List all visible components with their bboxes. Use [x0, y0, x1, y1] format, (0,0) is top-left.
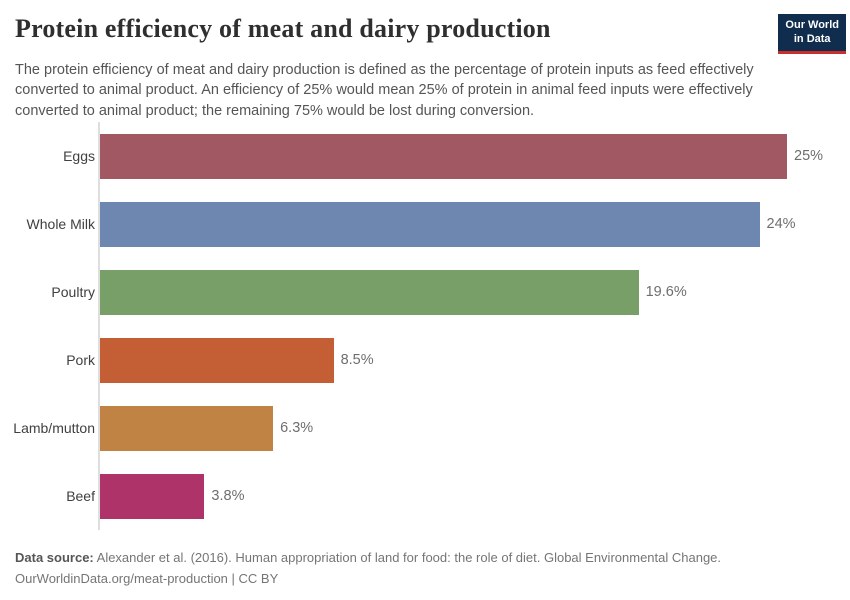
- value-label-whole-milk: 24%: [766, 216, 796, 232]
- page-title: Protein efficiency of meat and dairy pro…: [15, 14, 551, 43]
- bar-pork[interactable]: [100, 337, 334, 383]
- owid-logo-line1: Our World: [785, 19, 839, 31]
- bar-track: 25%: [100, 133, 850, 179]
- bar-whole-milk[interactable]: [100, 201, 760, 247]
- bar-track: 19.6%: [100, 269, 850, 315]
- bar-row-whole-milk: Whole Milk 24%: [0, 190, 850, 258]
- category-label-beef: Beef: [66, 488, 95, 504]
- data-source-line: Data source: Alexander et al. (2016). Hu…: [15, 548, 835, 568]
- bar-poultry[interactable]: [100, 269, 639, 315]
- chart-subtitle: The protein efficiency of meat and dairy…: [15, 62, 754, 119]
- category-label-poultry: Poultry: [51, 284, 95, 300]
- bar-chart: Eggs 25% Whole Milk 24% Poultry 19.6% Po…: [0, 122, 850, 530]
- value-label-beef: 3.8%: [211, 488, 245, 504]
- footer-url[interactable]: OurWorldinData.org/meat-production | CC …: [15, 571, 279, 586]
- bar-row-poultry: Poultry 19.6%: [0, 258, 850, 326]
- value-label-eggs: 25%: [794, 148, 824, 164]
- bar-lamb-mutton[interactable]: [100, 405, 274, 451]
- category-label-lamb-mutton: Lamb/mutton: [13, 420, 95, 436]
- bar-row-lamb-mutton: Lamb/mutton 6.3%: [0, 394, 850, 462]
- bar-row-eggs: Eggs 25%: [0, 122, 850, 190]
- footer-url-line: OurWorldinData.org/meat-production | CC …: [15, 569, 835, 589]
- category-label-eggs: Eggs: [63, 148, 95, 164]
- y-axis-line: [98, 122, 100, 530]
- bar-track: 8.5%: [100, 337, 850, 383]
- owid-logo-line2: in Data: [793, 32, 831, 45]
- value-label-lamb-mutton: 6.3%: [280, 420, 314, 436]
- bar-track: 6.3%: [100, 405, 850, 451]
- bar-track: 3.8%: [100, 473, 850, 519]
- chart-footer: Data source: Alexander et al. (2016). Hu…: [15, 548, 835, 589]
- value-label-poultry: 19.6%: [645, 284, 687, 300]
- data-source-label: Data source:: [15, 550, 94, 565]
- owid-logo[interactable]: Our World in Data: [778, 14, 846, 54]
- bar-eggs[interactable]: [100, 133, 787, 179]
- category-label-whole-milk: Whole Milk: [26, 216, 95, 232]
- bar-beef[interactable]: [100, 473, 205, 519]
- value-label-pork: 8.5%: [340, 352, 374, 368]
- bar-row-beef: Beef 3.8%: [0, 462, 850, 530]
- bar-track: 24%: [100, 201, 850, 247]
- data-source-text: Alexander et al. (2016). Human appropria…: [93, 550, 722, 565]
- category-label-pork: Pork: [66, 352, 95, 368]
- bar-row-pork: Pork 8.5%: [0, 326, 850, 394]
